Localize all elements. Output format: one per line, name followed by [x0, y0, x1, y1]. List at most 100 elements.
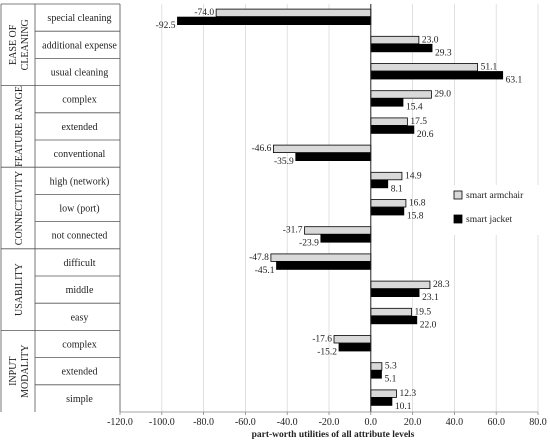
bar-smart-armchair — [370, 362, 383, 371]
legend: smart armchair smart jacket — [449, 185, 541, 235]
group-label-line: CONNECTIVITY — [14, 171, 25, 245]
category-label: middle — [66, 285, 94, 296]
bar-smart-armchair — [333, 335, 372, 344]
value-label-smart-jacket: 5.1 — [384, 375, 396, 385]
value-label-smart-jacket: -45.1 — [255, 266, 275, 276]
value-label-smart-armchair: 29.0 — [434, 90, 451, 100]
bar-smart-jacket — [370, 397, 393, 406]
x-axis: -120.0 -100.0 -80.0 -60.0 -40.0 -20.0 0.0 20.0 4… — [107, 4, 547, 428]
bar-smart-armchair — [370, 63, 478, 72]
category-label: usual cleaning — [51, 68, 108, 79]
value-label-smart-jacket: -23.9 — [299, 239, 319, 249]
bar-smart-armchair — [370, 280, 431, 290]
value-label-smart-armchair: -17.6 — [312, 335, 332, 345]
bar-smart-armchair — [370, 117, 408, 126]
category-label: simple — [66, 394, 93, 405]
bar-smart-armchair — [370, 90, 432, 99]
value-label-smart-armchair: -47.8 — [249, 253, 269, 263]
legend-box — [449, 185, 541, 235]
bar-smart-jacket — [338, 343, 372, 352]
bar-smart-jacket — [295, 152, 372, 162]
x-tick-label: -40.0 — [277, 417, 298, 428]
value-label-smart-armchair: 23.0 — [422, 35, 439, 45]
group-label: CONNECTIVITY — [14, 171, 25, 245]
x-tick-label: 0.0 — [365, 417, 378, 428]
bar-smart-armchair — [304, 226, 372, 235]
value-label-smart-armchair: 14.9 — [405, 171, 422, 181]
x-tick-label: -80.0 — [193, 417, 214, 428]
bar-smart-armchair — [215, 8, 372, 18]
value-label-smart-jacket: 20.6 — [417, 130, 434, 140]
bar-smart-jacket — [370, 43, 433, 53]
value-label-smart-jacket: 22.0 — [420, 320, 437, 330]
group-label-line: EASE OF — [8, 24, 19, 65]
category-label: high (network) — [50, 176, 110, 187]
value-label-smart-armchair: -74.0 — [194, 8, 214, 18]
data-labels: -74.0 23.0 51.1 29.0 17.5 -46.6 14.9 16.8 -31.7 -… — [156, 8, 523, 412]
legend-label: smart jacket — [466, 215, 513, 225]
x-tick-label: 80.0 — [529, 417, 547, 428]
value-label-smart-jacket: 29.3 — [435, 48, 452, 58]
x-tick-label: -20.0 — [319, 417, 340, 428]
x-tick-label: -120.0 — [107, 417, 133, 428]
category-frame — [0, 3, 121, 412]
bar-smart-armchair — [370, 171, 403, 181]
bar-smart-jacket — [370, 125, 415, 134]
value-label-smart-armchair: 12.3 — [400, 389, 417, 399]
group-label-line: CLEANING — [20, 19, 31, 70]
category-label: additional expense — [42, 40, 117, 51]
group-label: INPUTMODALITY — [8, 345, 31, 398]
legend-swatch — [453, 214, 463, 224]
value-label-smart-jacket: -35.9 — [274, 157, 294, 167]
bar-smart-armchair — [273, 144, 372, 154]
bars — [177, 8, 504, 406]
bar-smart-jacket — [370, 370, 382, 379]
x-tick-label: 20.0 — [404, 417, 422, 428]
category-label: extended — [61, 367, 97, 378]
bar-smart-armchair — [370, 307, 412, 317]
x-tick-label: 60.0 — [487, 417, 505, 428]
category-label: complex — [62, 95, 96, 106]
value-label-smart-armchair: -31.7 — [283, 226, 303, 236]
category-label: not connected — [52, 231, 108, 242]
group-label: USABILITY — [14, 263, 25, 316]
bar-smart-jacket — [370, 179, 389, 189]
group-label-line: USABILITY — [14, 263, 25, 316]
category-label: extended — [61, 122, 97, 133]
bar-smart-jacket — [320, 234, 372, 243]
value-label-smart-jacket: 15.8 — [407, 212, 424, 222]
value-label-smart-armchair: -46.6 — [252, 144, 272, 154]
bar-smart-armchair — [370, 389, 397, 398]
category-label: difficult — [63, 258, 95, 269]
value-label-smart-jacket: 10.1 — [395, 402, 412, 412]
value-label-smart-jacket: 8.1 — [391, 184, 403, 194]
x-axis-title: part-worth utilities of all attribute le… — [252, 430, 415, 440]
group-label: FEATURE RANGE — [14, 86, 25, 167]
bar-smart-jacket — [177, 16, 372, 26]
bar-smart-jacket — [370, 315, 418, 325]
value-label-smart-armchair: 28.3 — [433, 280, 450, 290]
value-label-smart-armchair: 16.8 — [409, 199, 426, 209]
x-tick-label: 40.0 — [446, 417, 464, 428]
value-label-smart-jacket: 23.1 — [422, 293, 439, 303]
group-labels: EASE OFCLEANING FEATURE RANGE CONNECTIVITY… — [8, 19, 31, 398]
group-label-line: FEATURE RANGE — [14, 86, 25, 167]
category-label: low (port) — [59, 204, 99, 215]
bar-smart-jacket — [370, 207, 405, 216]
x-tick-label: -60.0 — [235, 417, 256, 428]
category-label: easy — [71, 312, 89, 323]
value-label-smart-armchair: 51.1 — [481, 63, 498, 73]
bar-smart-armchair — [270, 253, 372, 262]
bar-smart-armchair — [370, 35, 420, 45]
value-label-smart-armchair: 5.3 — [385, 362, 397, 372]
category-labels: special cleaning additional expense usual … — [42, 13, 117, 405]
value-label-smart-armchair: 17.5 — [410, 117, 427, 127]
value-label-smart-jacket: 15.4 — [406, 103, 423, 113]
group-label: EASE OFCLEANING — [8, 19, 31, 70]
group-label-line: MODALITY — [20, 345, 31, 398]
legend-swatch — [453, 190, 463, 200]
bar-smart-armchair — [370, 199, 407, 208]
value-label-smart-jacket: 63.1 — [506, 76, 523, 86]
legend-label: smart armchair — [466, 191, 524, 201]
